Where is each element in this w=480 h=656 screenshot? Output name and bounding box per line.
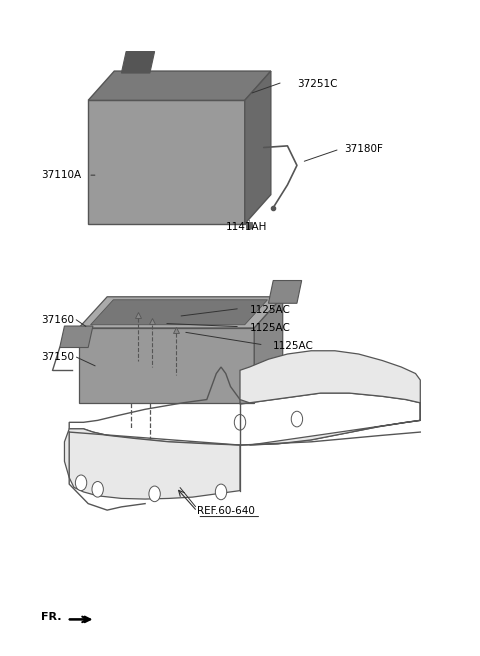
Polygon shape xyxy=(254,297,283,403)
Text: 37110A: 37110A xyxy=(41,170,81,180)
Text: 37251C: 37251C xyxy=(297,79,337,89)
Circle shape xyxy=(75,475,87,491)
Text: 37150: 37150 xyxy=(41,352,74,362)
Text: 1125AC: 1125AC xyxy=(250,305,290,315)
Text: 1141AH: 1141AH xyxy=(226,222,267,232)
Circle shape xyxy=(291,411,302,427)
Circle shape xyxy=(234,415,246,430)
Text: 1125AC: 1125AC xyxy=(250,323,290,333)
Polygon shape xyxy=(268,281,301,303)
Polygon shape xyxy=(79,328,254,403)
Text: REF.60-640: REF.60-640 xyxy=(197,506,255,516)
Polygon shape xyxy=(121,52,155,73)
Text: 37180F: 37180F xyxy=(344,144,383,154)
Text: 37160: 37160 xyxy=(41,315,74,325)
Circle shape xyxy=(149,486,160,502)
Text: FR.: FR. xyxy=(41,613,61,623)
Polygon shape xyxy=(245,71,271,224)
Polygon shape xyxy=(91,300,267,325)
Polygon shape xyxy=(64,429,240,499)
Text: 1125AC: 1125AC xyxy=(273,341,314,351)
Polygon shape xyxy=(88,71,271,100)
Polygon shape xyxy=(79,297,283,328)
Circle shape xyxy=(216,484,227,500)
Circle shape xyxy=(92,482,103,497)
Polygon shape xyxy=(240,351,420,445)
Polygon shape xyxy=(60,326,93,348)
Polygon shape xyxy=(88,100,245,224)
